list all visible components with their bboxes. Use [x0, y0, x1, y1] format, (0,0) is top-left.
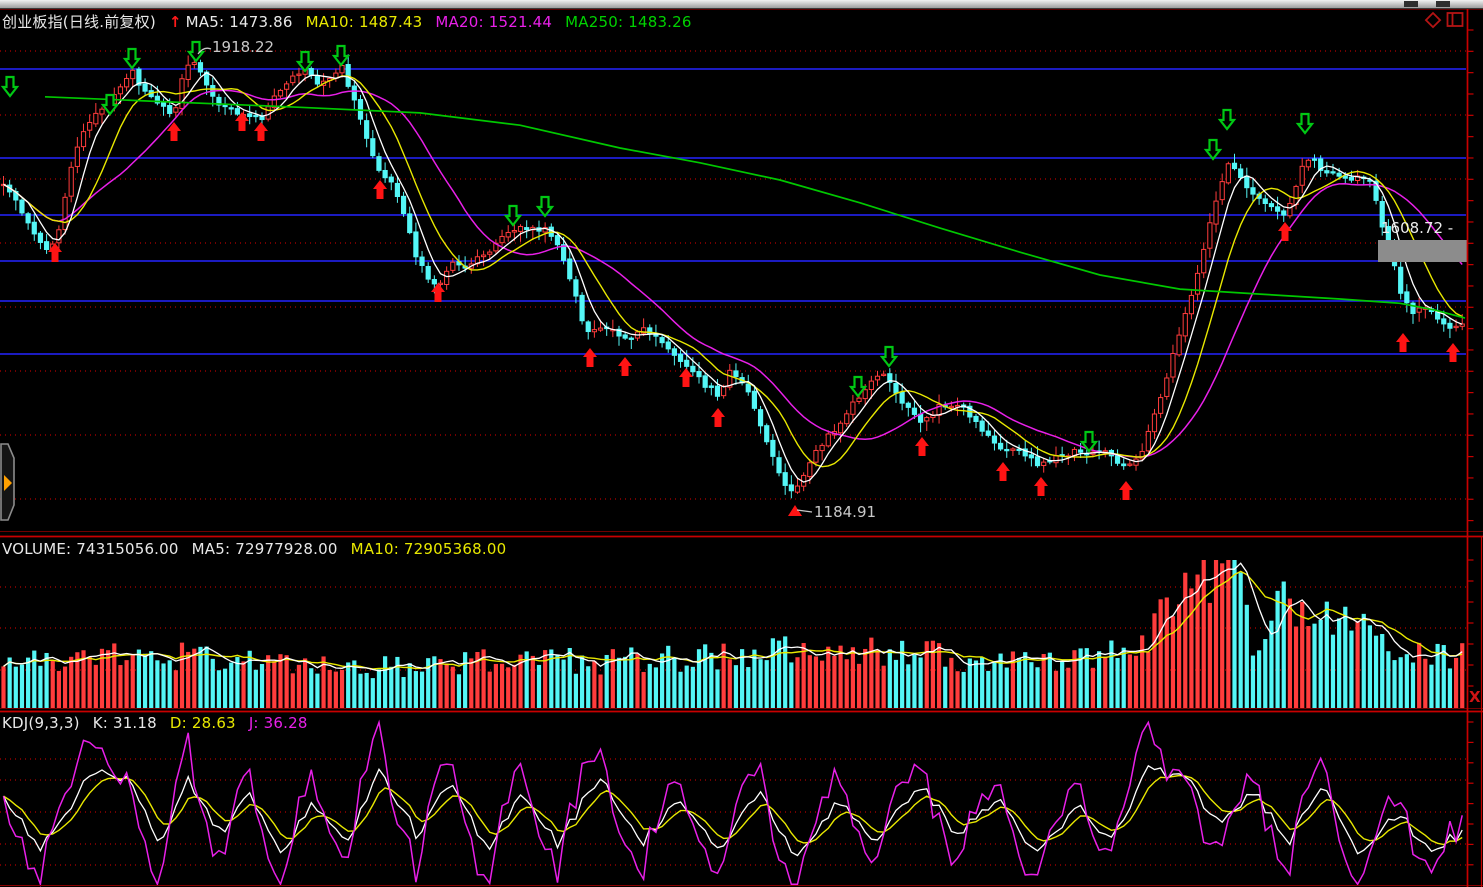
ma5-readout: MA5: 1473.86 — [185, 13, 293, 31]
peak-price-label: 1918.22 — [212, 38, 275, 56]
expand-arrow-icon — [4, 475, 12, 491]
volume-readout: VOLUME: 74315056.00 — [2, 540, 179, 558]
crosshair-price-label: 1608.72 - — [1381, 219, 1454, 237]
volume-pane-header: VOLUME: 74315056.00 MA5: 72977928.00 MA10:… — [2, 540, 519, 558]
ma10-readout: MA10: 1487.43 — [305, 13, 423, 31]
titlebar-notch — [1404, 1, 1418, 7]
kdj-label: KDJ(9,3,3) — [2, 714, 80, 732]
volume-ma5-readout: MA5: 72977928.00 — [191, 540, 338, 558]
kdj-j-readout: J: 36.28 — [248, 714, 308, 732]
volume-ma10-readout: MA10: 72905368.00 — [350, 540, 507, 558]
trough-price-label: 1184.91 — [814, 503, 877, 521]
titlebar-notch — [1436, 1, 1450, 7]
diamond-tool-icon[interactable] — [1424, 11, 1442, 29]
instrument-title: 创业板指(日线.前复权) — [2, 13, 156, 31]
close-indicator-button[interactable]: X — [1469, 688, 1481, 706]
ma20-readout: MA20: 1521.44 — [435, 13, 553, 31]
ma250-readout: MA250: 1483.26 — [565, 13, 692, 31]
window-top-strip — [0, 0, 1483, 9]
main-chart-header: 创业板指(日线.前复权) ↑ MA5: 1473.86 MA10: 1487.43 MA… — [2, 11, 705, 32]
kdj-d-readout: D: 28.63 — [169, 714, 236, 732]
buy-signal-arrow-icon: ↑ — [168, 13, 182, 31]
sidebar-expand-tab[interactable] — [0, 443, 18, 525]
kdj-k-readout: K: 31.18 — [92, 714, 157, 732]
split-window-icon[interactable] — [1446, 11, 1466, 29]
kdj-pane-header: KDJ(9,3,3) K: 31.18 D: 28.63 J: 36.28 — [2, 714, 321, 732]
